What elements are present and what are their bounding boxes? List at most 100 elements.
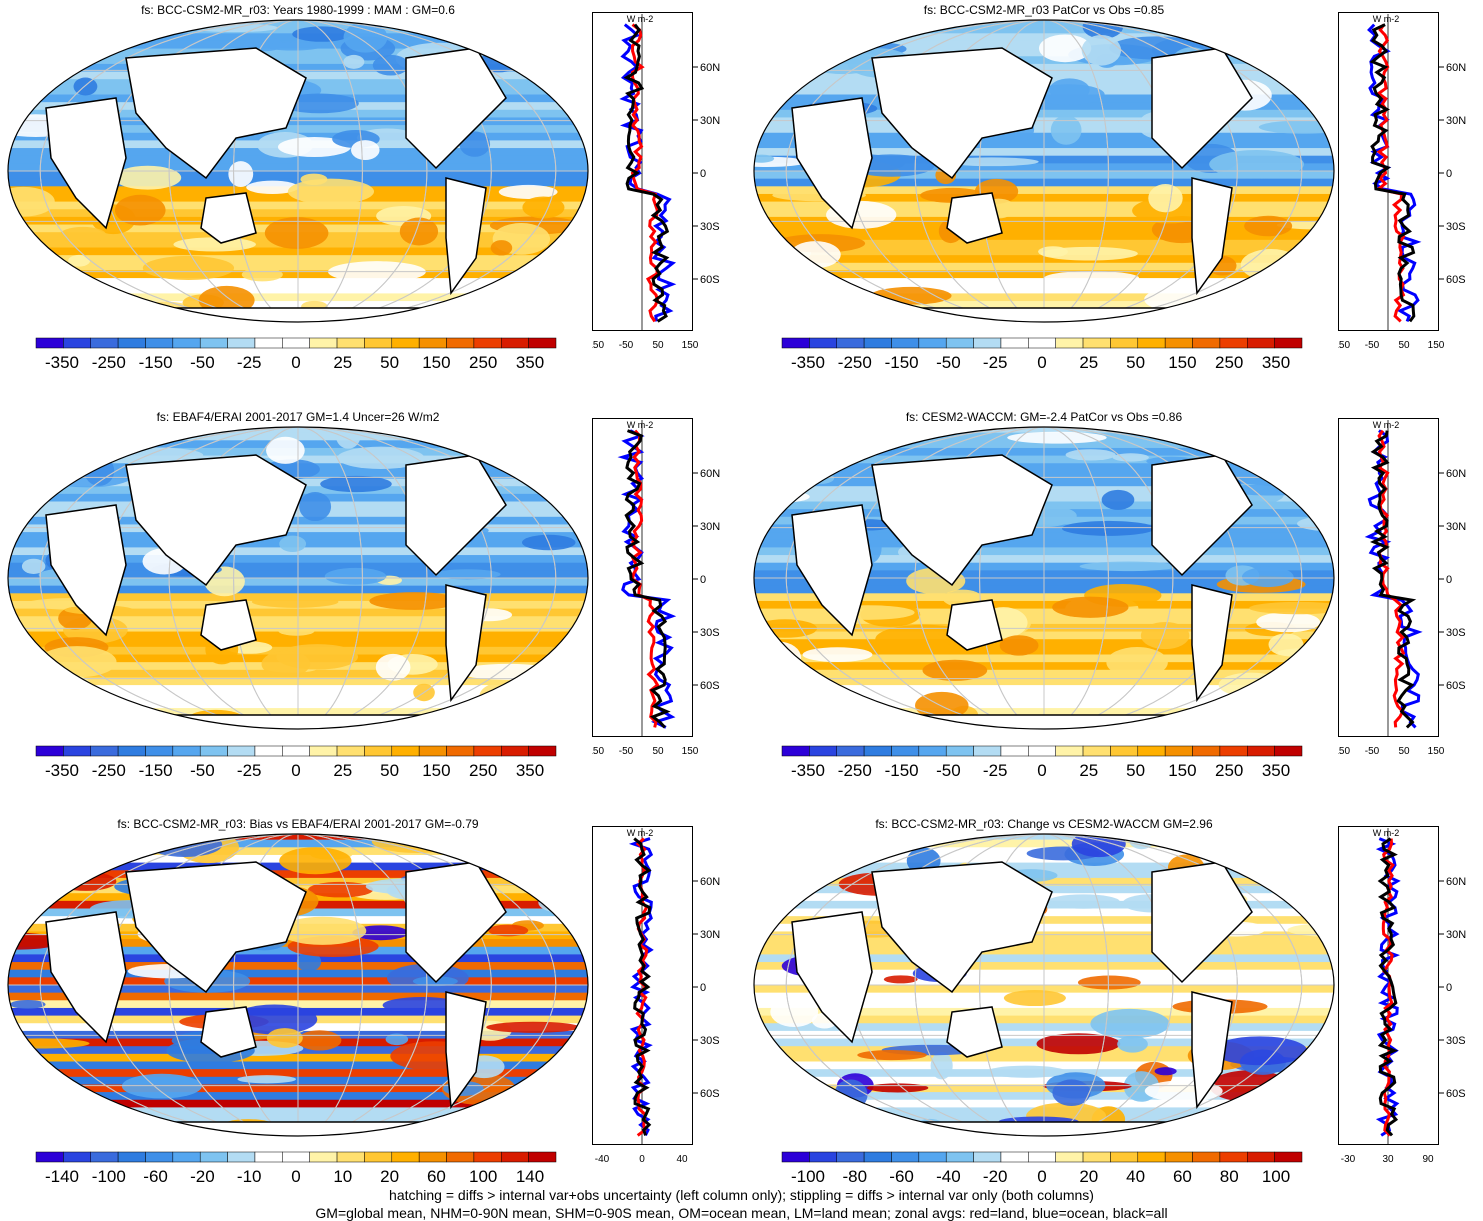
zonal-xtick: 0 (639, 1154, 645, 1165)
colorbar-swatch (1082, 337, 1111, 349)
colorbar-label: -50 (936, 761, 961, 780)
colorbar-label: -25 (237, 353, 262, 372)
colorbar-swatch (282, 1151, 310, 1163)
colorbar-swatch (199, 745, 228, 757)
colorbar-label: -150 (885, 761, 919, 780)
lat-label: 0 (1446, 574, 1452, 586)
lat-label: 30S (1446, 221, 1466, 233)
colorbar-label: 0 (291, 1167, 300, 1186)
zonal-curve (624, 429, 671, 729)
zonal-curve (1381, 838, 1395, 1137)
zonal-xtick: 30 (1382, 1154, 1394, 1165)
colorbar-label: 10 (333, 1167, 352, 1186)
colorbar-label: -350 (45, 353, 79, 372)
lat-label: 30N (700, 929, 720, 941)
colorbar-swatch (863, 1151, 892, 1163)
lat-label: 60N (700, 876, 720, 888)
colorbar-label: 0 (291, 761, 300, 780)
zonal-xtick: -50 (1365, 746, 1380, 757)
colorbar-label: -140 (45, 1167, 79, 1186)
lat-label: 30N (1446, 929, 1466, 941)
lat-label: 60N (1446, 468, 1466, 480)
colorbar-label: 25 (333, 761, 352, 780)
colorbar-label: 50 (1126, 761, 1145, 780)
colorbar-swatch (446, 337, 475, 349)
continent (45, 97, 127, 230)
zonal-xtick: -150 (592, 340, 604, 351)
zonal-xtick: 50 (652, 746, 664, 757)
colorbar-label: 150 (422, 761, 450, 780)
zonal-mean-plot: W m-2 60N 30N 0 30S 60S -30 30 90 (1338, 826, 1466, 1165)
colorbar-swatch (918, 1151, 947, 1163)
colorbar-swatch (863, 337, 892, 349)
continent (791, 97, 873, 230)
world-map (7, 19, 589, 323)
lat-label: 0 (1446, 982, 1452, 994)
continent (1191, 584, 1233, 703)
colorbar-swatch (117, 1151, 146, 1163)
zonal-mean-plot: W m-2 60N 30N 0 30S 60S -150 -50 50 150 (592, 12, 720, 351)
colorbar-label: -100 (791, 1167, 825, 1186)
map-border (7, 19, 589, 323)
colorbar-swatch (309, 337, 338, 349)
colorbar-swatch (391, 1151, 420, 1163)
map-title: fs: BCC-CSM2-MR_r03: Years 1980-1999 : M… (141, 3, 455, 17)
colorbar-label: -20 (983, 1167, 1008, 1186)
zonal-xtick: 50 (1398, 340, 1410, 351)
colorbar-label: -25 (237, 761, 262, 780)
colorbar-label: -350 (45, 761, 79, 780)
colorbar-swatch (1247, 745, 1275, 757)
colorbar-label: 140 (516, 1167, 544, 1186)
colorbar-label: 40 (1126, 1167, 1145, 1186)
zonal-xtick: 50 (652, 340, 664, 351)
colorbar-swatch (63, 1151, 91, 1163)
zonal-xtick: -30 (1341, 1154, 1356, 1165)
zonal-frame (592, 826, 693, 1145)
colorbar-swatch (891, 745, 920, 757)
colorbar-label: -150 (139, 353, 173, 372)
colorbar-swatch (63, 337, 91, 349)
map-field (8, 20, 588, 322)
colorbar-swatch (364, 337, 393, 349)
zonal-mean-plot: W m-2 60N 30N 0 30S 60S -150 -50 50 150 (1338, 12, 1466, 351)
colorbar-label: 80 (1220, 1167, 1239, 1186)
colorbar-swatch (145, 745, 174, 757)
colorbar-swatch (528, 1151, 557, 1163)
zonal-curve (633, 837, 652, 1136)
colorbar-label: -10 (237, 1167, 262, 1186)
colorbar-swatch (1028, 1151, 1056, 1163)
zonal-curve (623, 23, 670, 323)
zonal-unit: W m-2 (1373, 828, 1400, 838)
colorbar: -140 -100 -60 -20 -10 0 10 20 60 100 140 (35, 1151, 557, 1186)
colorbar-swatch (836, 337, 865, 349)
colorbar-swatch (1110, 745, 1139, 757)
zonal-xtick: -40 (595, 1154, 610, 1165)
continent (791, 504, 873, 637)
colorbar-swatch (1000, 337, 1029, 349)
continent (445, 177, 487, 296)
colorbar-swatch (117, 745, 146, 757)
colorbar-swatch (418, 337, 447, 349)
zonal-curve (1370, 430, 1417, 729)
zonal-mean-plot: W m-2 60N 30N 0 30S 60S -150 -50 50 150 (592, 418, 720, 757)
colorbar-swatch (336, 1151, 365, 1163)
colorbar-label: 350 (516, 761, 544, 780)
colorbar-swatch (1000, 1151, 1029, 1163)
colorbar-swatch (918, 337, 947, 349)
colorbar-swatch (501, 337, 529, 349)
colorbar-label: 0 (1037, 1167, 1046, 1186)
colorbar-swatch (1247, 337, 1275, 349)
continent (200, 1006, 257, 1058)
colorbar-swatch (145, 337, 174, 349)
colorbar-label: -50 (190, 761, 215, 780)
colorbar-swatch (309, 745, 338, 757)
zonal-unit: W m-2 (627, 828, 654, 838)
colorbar-swatch (254, 745, 283, 757)
colorbar-label: 250 (1215, 353, 1243, 372)
colorbar-swatch (863, 745, 892, 757)
colorbar-label: 60 (1173, 1167, 1192, 1186)
colorbar-label: 100 (469, 1167, 497, 1186)
colorbar-swatch (918, 745, 947, 757)
lat-label: 30S (700, 1035, 720, 1047)
colorbar-swatch (1192, 337, 1221, 349)
